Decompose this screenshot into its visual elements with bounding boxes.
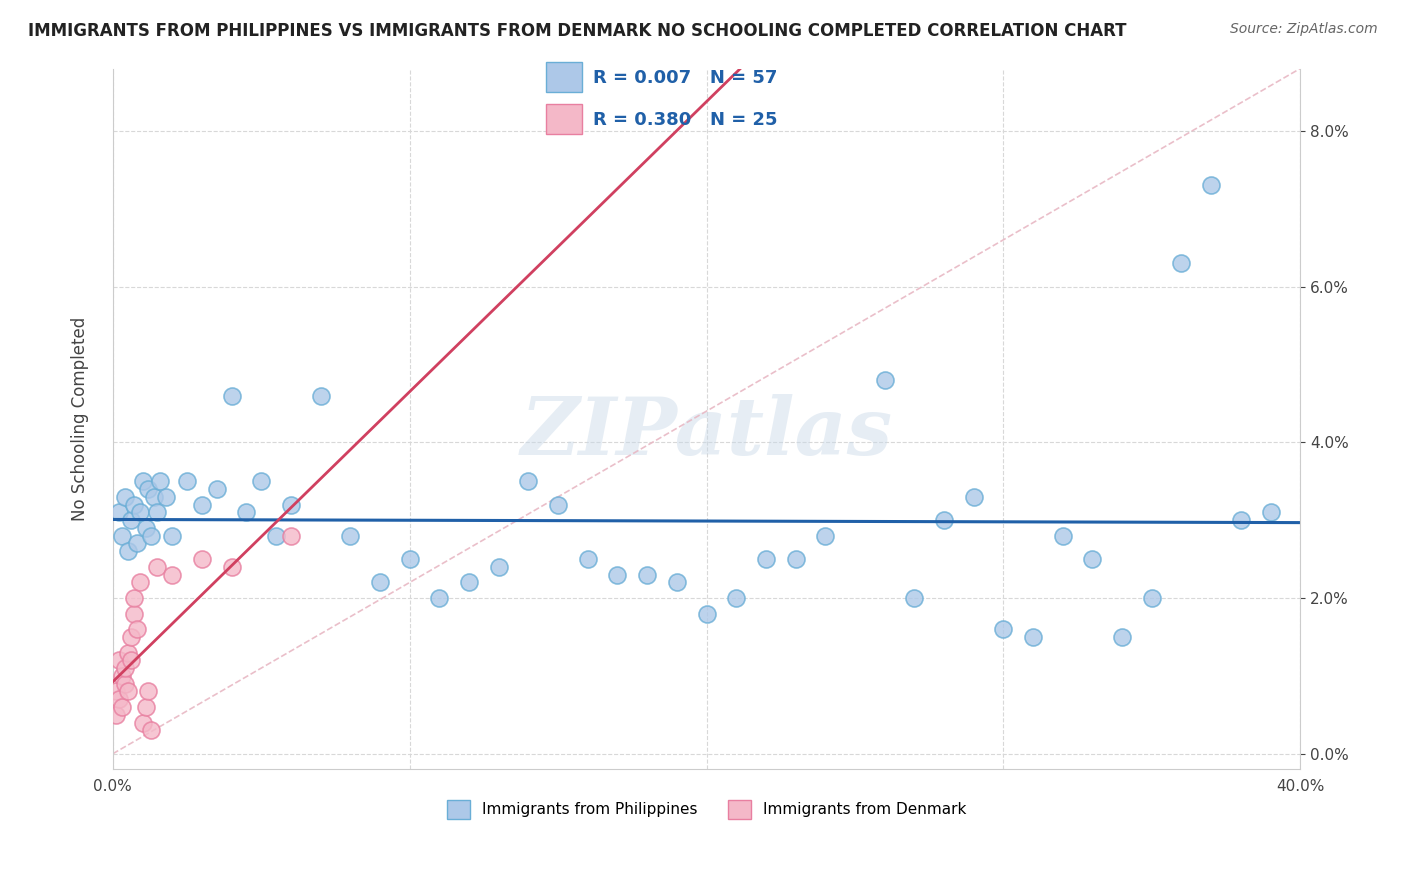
Point bbox=[146, 559, 169, 574]
Point bbox=[107, 505, 129, 519]
Point bbox=[339, 529, 361, 543]
Point bbox=[125, 536, 148, 550]
Point bbox=[221, 388, 243, 402]
Point bbox=[725, 591, 748, 605]
Point bbox=[1230, 513, 1253, 527]
Point bbox=[107, 653, 129, 667]
FancyBboxPatch shape bbox=[546, 62, 582, 92]
Point bbox=[309, 388, 332, 402]
Point bbox=[128, 505, 150, 519]
Point bbox=[576, 552, 599, 566]
Point bbox=[903, 591, 925, 605]
Point bbox=[488, 559, 510, 574]
Point bbox=[264, 529, 287, 543]
Point bbox=[141, 723, 163, 738]
Point bbox=[141, 529, 163, 543]
Legend: Immigrants from Philippines, Immigrants from Denmark: Immigrants from Philippines, Immigrants … bbox=[440, 794, 973, 825]
Text: R = 0.007   N = 57: R = 0.007 N = 57 bbox=[593, 69, 778, 87]
Point bbox=[117, 646, 139, 660]
Point bbox=[128, 575, 150, 590]
Point bbox=[131, 474, 153, 488]
Point bbox=[1022, 630, 1045, 644]
Point bbox=[191, 498, 214, 512]
Text: R = 0.380   N = 25: R = 0.380 N = 25 bbox=[593, 111, 778, 128]
Point bbox=[755, 552, 778, 566]
Point bbox=[104, 707, 127, 722]
Point bbox=[458, 575, 481, 590]
Point bbox=[122, 591, 145, 605]
Point bbox=[134, 521, 156, 535]
Point bbox=[606, 567, 628, 582]
Point bbox=[191, 552, 214, 566]
Point bbox=[138, 684, 160, 698]
Point bbox=[138, 482, 160, 496]
Point bbox=[160, 529, 183, 543]
Point bbox=[111, 529, 134, 543]
Point bbox=[114, 676, 136, 690]
Point bbox=[517, 474, 540, 488]
Point bbox=[665, 575, 688, 590]
Point bbox=[993, 622, 1015, 636]
Point bbox=[1140, 591, 1163, 605]
Point bbox=[636, 567, 658, 582]
Point bbox=[873, 373, 896, 387]
Point bbox=[176, 474, 198, 488]
Point bbox=[398, 552, 420, 566]
Point bbox=[120, 630, 142, 644]
Point bbox=[1199, 178, 1222, 193]
Point bbox=[104, 684, 127, 698]
Point bbox=[1260, 505, 1282, 519]
Point bbox=[280, 529, 302, 543]
Point bbox=[134, 700, 156, 714]
Point bbox=[785, 552, 807, 566]
Point bbox=[131, 715, 153, 730]
Point bbox=[149, 474, 172, 488]
Point bbox=[120, 513, 142, 527]
Point bbox=[107, 692, 129, 706]
Point bbox=[117, 544, 139, 558]
Point bbox=[250, 474, 273, 488]
Point bbox=[146, 505, 169, 519]
Point bbox=[814, 529, 837, 543]
Point bbox=[122, 498, 145, 512]
Point bbox=[120, 653, 142, 667]
Text: Source: ZipAtlas.com: Source: ZipAtlas.com bbox=[1230, 22, 1378, 37]
Point bbox=[368, 575, 391, 590]
Point bbox=[429, 591, 451, 605]
Point bbox=[235, 505, 257, 519]
Point bbox=[963, 490, 986, 504]
Point bbox=[114, 490, 136, 504]
Text: ZIPatlas: ZIPatlas bbox=[520, 394, 893, 472]
Point bbox=[143, 490, 166, 504]
Point bbox=[122, 607, 145, 621]
Point bbox=[1170, 256, 1192, 270]
Y-axis label: No Schooling Completed: No Schooling Completed bbox=[72, 317, 89, 521]
Point bbox=[221, 559, 243, 574]
Point bbox=[160, 567, 183, 582]
Point bbox=[280, 498, 302, 512]
Point bbox=[205, 482, 228, 496]
Point bbox=[696, 607, 718, 621]
Point bbox=[155, 490, 177, 504]
Point bbox=[114, 661, 136, 675]
Point bbox=[117, 684, 139, 698]
Text: IMMIGRANTS FROM PHILIPPINES VS IMMIGRANTS FROM DENMARK NO SCHOOLING COMPLETED CO: IMMIGRANTS FROM PHILIPPINES VS IMMIGRANT… bbox=[28, 22, 1126, 40]
Point bbox=[111, 669, 134, 683]
Point bbox=[1052, 529, 1074, 543]
Point bbox=[1111, 630, 1133, 644]
Point bbox=[111, 700, 134, 714]
FancyBboxPatch shape bbox=[546, 104, 582, 134]
Point bbox=[125, 622, 148, 636]
Point bbox=[932, 513, 955, 527]
Point bbox=[547, 498, 569, 512]
Point bbox=[1081, 552, 1104, 566]
